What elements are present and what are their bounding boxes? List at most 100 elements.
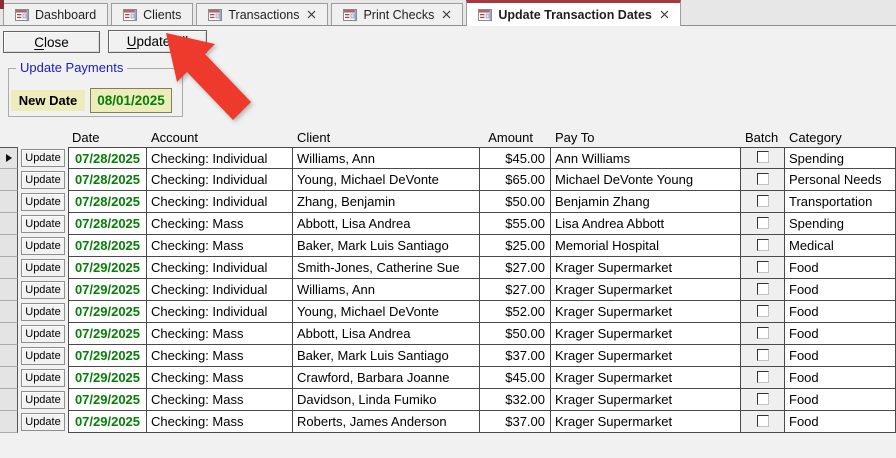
new-date-input[interactable]: 08/01/2025 xyxy=(90,88,172,113)
batch-checkbox[interactable] xyxy=(756,172,769,185)
close-button[interactable]: Close xyxy=(3,31,100,53)
table-row: Update 07/28/2025 Checking: Individual Youn… xyxy=(0,169,896,191)
form-icon xyxy=(478,8,493,21)
row-update-button[interactable]: Update xyxy=(21,369,65,387)
row-update-button[interactable]: Update xyxy=(21,215,65,233)
row-update-cell: Update xyxy=(18,411,68,433)
batch-checkbox[interactable] xyxy=(756,304,769,317)
tab-close-icon[interactable] xyxy=(660,10,669,19)
batch-checkbox[interactable] xyxy=(756,151,769,163)
cell-batch xyxy=(741,367,785,389)
cell-client: Williams, Ann xyxy=(293,279,480,301)
cell-amount: $50.00 xyxy=(480,191,551,213)
table-row: Update 07/28/2025 Checking: Individual Zhan… xyxy=(0,191,896,213)
batch-checkbox[interactable] xyxy=(756,216,769,229)
cell-pay-to: Ann Williams xyxy=(551,147,741,169)
cell-pay-to: Krager Supermarket xyxy=(551,345,741,367)
tab-close-icon[interactable] xyxy=(307,10,316,19)
cell-client: Zhang, Benjamin xyxy=(293,191,480,213)
table-row: Update 07/29/2025 Checking: Mass Roberts, J… xyxy=(0,411,896,433)
row-update-button[interactable]: Update xyxy=(21,193,65,211)
row-selector[interactable] xyxy=(0,367,18,389)
row-update-cell: Update xyxy=(18,191,68,213)
row-selector[interactable] xyxy=(0,235,18,257)
update-payments-groupbox: Update Payments New Date 08/01/2025 xyxy=(8,60,183,117)
row-selector[interactable] xyxy=(0,191,18,213)
cell-amount: $52.00 xyxy=(480,301,551,323)
row-update-button[interactable]: Update xyxy=(21,281,65,299)
cell-client: Smith-Jones, Catherine Sue xyxy=(293,257,480,279)
cell-account: Checking: Individual xyxy=(147,279,293,301)
tab-label: Update Transaction Dates xyxy=(498,7,652,22)
row-update-button[interactable]: Update xyxy=(21,303,65,321)
cell-pay-to: Krager Supermarket xyxy=(551,257,741,279)
cell-amount: $32.00 xyxy=(480,389,551,411)
row-update-cell: Update xyxy=(18,279,68,301)
row-update-button[interactable]: Update xyxy=(21,237,65,255)
tab-clients[interactable]: Clients xyxy=(111,3,194,25)
row-update-cell: Update xyxy=(18,147,68,169)
cell-date: 07/29/2025 xyxy=(68,301,147,323)
batch-checkbox[interactable] xyxy=(756,326,769,339)
table-row: Update 07/29/2025 Checking: Individual Smit… xyxy=(0,257,896,279)
tab-dashboard[interactable]: Dashboard xyxy=(3,3,109,25)
row-selector[interactable] xyxy=(0,279,18,301)
row-update-button[interactable]: Update xyxy=(21,325,65,343)
row-selector[interactable] xyxy=(0,257,18,279)
row-update-button[interactable]: Update xyxy=(21,413,65,431)
row-selector[interactable] xyxy=(0,323,18,345)
cell-date: 07/29/2025 xyxy=(68,257,147,279)
table-row: Update 07/28/2025 Checking: Mass Abbott, Li… xyxy=(0,213,896,235)
batch-checkbox[interactable] xyxy=(756,414,769,427)
row-update-button[interactable]: Update xyxy=(21,347,65,365)
cell-pay-to: Krager Supermarket xyxy=(551,411,741,433)
row-selector[interactable] xyxy=(0,147,18,169)
cell-batch xyxy=(741,147,785,169)
cell-account: Checking: Individual xyxy=(147,169,293,191)
tab-print-checks[interactable]: Print Checks xyxy=(331,3,464,25)
batch-checkbox[interactable] xyxy=(756,238,769,251)
cell-batch xyxy=(741,323,785,345)
cell-client: Abbott, Lisa Andrea xyxy=(293,323,480,345)
cell-account: Checking: Mass xyxy=(147,323,293,345)
row-selector[interactable] xyxy=(0,169,18,191)
batch-checkbox[interactable] xyxy=(756,194,769,207)
cell-date: 07/29/2025 xyxy=(68,411,147,433)
tab-label: Transactions xyxy=(228,7,300,22)
row-update-button[interactable]: Update xyxy=(21,391,65,409)
cell-account: Checking: Individual xyxy=(147,191,293,213)
table-row: Update 07/29/2025 Checking: Mass Davidson, … xyxy=(0,389,896,411)
cell-category: Food xyxy=(785,301,896,323)
batch-checkbox[interactable] xyxy=(756,348,769,361)
cell-category: Food xyxy=(785,279,896,301)
cell-client: Baker, Mark Luis Santiago xyxy=(293,235,480,257)
cell-account: Checking: Mass xyxy=(147,213,293,235)
row-selector[interactable] xyxy=(0,345,18,367)
tab-update-transaction-dates[interactable]: Update Transaction Dates xyxy=(466,0,681,26)
table-row: Update 07/28/2025 Checking: Mass Baker, Mar… xyxy=(0,235,896,257)
row-selector[interactable] xyxy=(0,411,18,433)
table-header-row: Date Account Client Amount Pay To Batch Catego… xyxy=(0,128,896,147)
tab-close-icon[interactable] xyxy=(442,10,451,19)
row-selector[interactable] xyxy=(0,213,18,235)
tab-transactions[interactable]: Transactions xyxy=(196,3,329,25)
current-record-arrow-icon xyxy=(5,154,12,162)
column-header-client: Client xyxy=(297,130,331,145)
row-selector[interactable] xyxy=(0,389,18,411)
row-selector[interactable] xyxy=(0,301,18,323)
row-update-cell: Update xyxy=(18,389,68,411)
cell-category: Food xyxy=(785,323,896,345)
batch-checkbox[interactable] xyxy=(756,392,769,405)
form-icon xyxy=(208,8,223,21)
row-update-button[interactable]: Update xyxy=(21,259,65,277)
row-update-button[interactable]: Update xyxy=(21,171,65,189)
batch-checkbox[interactable] xyxy=(756,370,769,383)
cell-date: 07/29/2025 xyxy=(68,345,147,367)
batch-checkbox[interactable] xyxy=(756,260,769,273)
red-arrow-annotation xyxy=(166,33,251,120)
cell-batch xyxy=(741,191,785,213)
row-update-cell: Update xyxy=(18,257,68,279)
batch-checkbox[interactable] xyxy=(756,282,769,295)
row-update-button[interactable]: Update xyxy=(21,149,65,167)
